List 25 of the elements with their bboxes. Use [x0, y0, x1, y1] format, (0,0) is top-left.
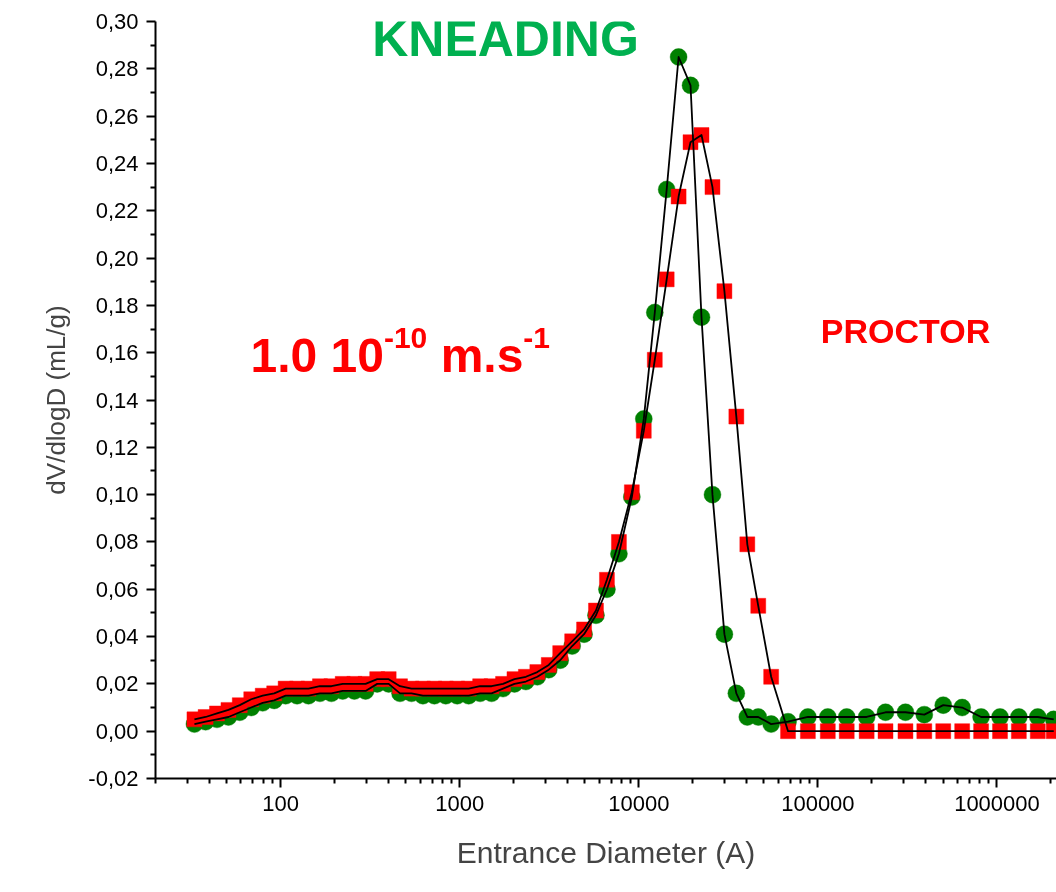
x-tick-label: 100	[262, 790, 300, 816]
y-tick-label: 0,26	[95, 103, 139, 129]
y-tick-label: 0,16	[95, 340, 139, 366]
y-tick-label: 0,10	[95, 482, 139, 508]
y-tick-label: 0,02	[95, 671, 139, 697]
y-tick-label: 0,22	[95, 198, 139, 224]
y-tick-label: 0,04	[95, 624, 139, 650]
y-tick-label: 0,12	[95, 434, 139, 460]
x-tick-label: 1000	[435, 790, 485, 816]
y-tick-label: 0,14	[95, 387, 139, 413]
y-tick-label: 0,08	[95, 529, 139, 555]
x-tick-label: 1000000	[954, 790, 1040, 816]
x-tick-label: 100000	[781, 790, 855, 816]
y-tick-label: 0,20	[95, 245, 139, 271]
y-tick-label: 0,30	[95, 9, 139, 34]
y-tick-label: 0,28	[95, 56, 139, 82]
y-tick-label: 0,18	[95, 292, 139, 318]
y-tick-label: 0,06	[95, 576, 139, 602]
text: PROCTOR	[820, 311, 991, 350]
y-tick-label: -0,02	[88, 766, 139, 791]
x-axis-title: Entrance Diameter (A)	[456, 835, 756, 869]
x-tick-label: 10000	[608, 790, 670, 816]
y-tick-label: 0,00	[95, 718, 139, 744]
y-tick-label: 0,24	[95, 150, 139, 176]
y-axis-title: dV/dlogD (mL/g)	[41, 305, 72, 495]
